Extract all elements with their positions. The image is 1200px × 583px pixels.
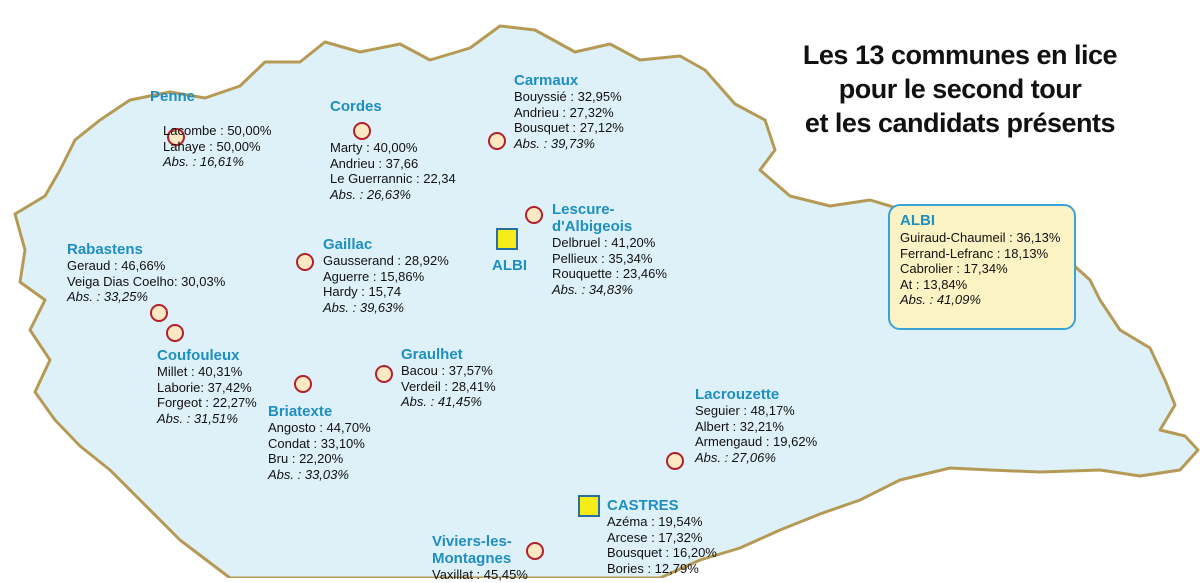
commune-name: Coufouleux bbox=[157, 347, 240, 364]
result-line: Aguerre : 15,86% bbox=[323, 268, 425, 284]
commune-name: Lacrouzette bbox=[695, 386, 780, 403]
title-line: Les 13 communes en lice bbox=[802, 40, 1118, 70]
result-line: Seguier : 48,17% bbox=[695, 403, 795, 418]
lescure-marker bbox=[525, 206, 543, 224]
result-line: Cabrolier : 17,34% bbox=[900, 261, 1008, 276]
title-line: pour le second tour bbox=[838, 74, 1082, 104]
commune-castres: CASTRES Azéma : 19,54% Arcese : 17,32% B… bbox=[607, 497, 717, 576]
result-line: Lahaye : 50,00% bbox=[163, 138, 261, 154]
abstention: Abs. : 34,83% bbox=[552, 281, 633, 297]
commune-graulhet: Graulhet Bacou : 37,57% Verdeil : 28,41%… bbox=[401, 346, 496, 410]
commune-rabastens: Rabastens Geraud : 46,66% Veiga Dias Coe… bbox=[67, 241, 225, 305]
abstention: Abs. : 33,03% bbox=[268, 466, 349, 482]
result-line: At : 13,84% bbox=[900, 276, 968, 292]
commune-name: Viviers-les- bbox=[432, 533, 512, 550]
result-line: Albert : 32,21% bbox=[695, 418, 784, 434]
result-line: Ferrand-Lefranc : 18,13% bbox=[900, 245, 1049, 261]
commune-briatexte: Briatexte Angosto : 44,70% Condat : 33,1… bbox=[268, 403, 371, 482]
commune-name: Carmaux bbox=[514, 72, 579, 89]
result-line: Hardy : 15,74 bbox=[323, 284, 402, 299]
result-line: Forgeot : 22,27% bbox=[157, 395, 257, 410]
graulhet-marker bbox=[375, 365, 393, 383]
abstention: Abs. : 41,09% bbox=[900, 292, 981, 307]
result-line: Verdeil : 28,41% bbox=[401, 378, 496, 394]
commune-penne: Penne Lacombe : 50,00% Lahaye : 50,00% A… bbox=[150, 88, 271, 170]
result-line: Vaxillat : 45,45% bbox=[432, 567, 528, 582]
result-line: Millet : 40,31% bbox=[157, 364, 243, 379]
commune-name: Graulhet bbox=[401, 346, 463, 363]
result-line: Bru : 22,20% bbox=[268, 451, 344, 466]
result-line: Laborie: 37,42% bbox=[157, 379, 252, 395]
result-line: Condat : 33,10% bbox=[268, 435, 365, 451]
commune-name: Cordes bbox=[330, 98, 382, 115]
rabastens-marker bbox=[150, 304, 168, 322]
commune-name: d'Albigeois bbox=[552, 218, 633, 235]
abstention: Abs. : 33,25% bbox=[67, 289, 148, 304]
result-line: Pellieux : 35,34% bbox=[552, 250, 653, 266]
castres-square-marker bbox=[578, 495, 600, 517]
map-title: Les 13 communes en lice pour le second t… bbox=[770, 38, 1150, 140]
result-line: Angosto : 44,70% bbox=[268, 420, 371, 435]
commune-carmaux: Carmaux Bouyssié : 32,95% Andrieu : 27,3… bbox=[514, 72, 624, 151]
penne-marker bbox=[167, 128, 185, 146]
result-line: Le Guerrannic : 22,34 bbox=[330, 171, 456, 186]
commune-name: Briatexte bbox=[268, 403, 333, 420]
albi-results-box: ALBI Guiraud-Chaumeil : 36,13% Ferrand-L… bbox=[888, 204, 1076, 330]
result-line: Veiga Dias Coelho: 30,03% bbox=[67, 273, 226, 289]
result-line: Gausserand : 28,92% bbox=[323, 253, 449, 268]
result-line: Arcese : 17,32% bbox=[607, 529, 703, 545]
abstention: Abs. : 41,45% bbox=[401, 394, 482, 409]
result-line: Andrieu : 37,66 bbox=[330, 155, 419, 171]
carmaux-marker bbox=[488, 132, 506, 150]
viviers-marker bbox=[526, 542, 544, 560]
albi-map-label: ALBI bbox=[492, 257, 527, 274]
commune-name: Lescure- bbox=[552, 201, 615, 218]
title-line: et les candidats présents bbox=[804, 108, 1116, 138]
coufouleux-marker bbox=[166, 324, 184, 342]
briatexte-marker bbox=[294, 375, 312, 393]
commune-name: Montagnes bbox=[432, 550, 512, 567]
result-line: Geraud : 46,66% bbox=[67, 258, 166, 273]
result-line: Bouyssié : 32,95% bbox=[514, 89, 622, 104]
gaillac-marker bbox=[296, 253, 314, 271]
result-line: Bousquet : 27,12% bbox=[514, 120, 624, 135]
commune-name: Penne bbox=[150, 88, 196, 105]
abstention: Abs. : 39,73% bbox=[514, 135, 595, 151]
result-line: Rouquette : 23,46% bbox=[552, 266, 667, 281]
result-line: Bories : 12,79% bbox=[607, 560, 699, 576]
commune-cordes: Cordes Marty : 40,00% Andrieu : 37,66 Le… bbox=[330, 98, 456, 202]
lacrouzette-marker bbox=[666, 452, 684, 470]
commune-lescure: Lescure- d'Albigeois Delbruel : 41,20% P… bbox=[552, 201, 667, 297]
cordes-marker bbox=[353, 122, 371, 140]
result-line: Delbruel : 41,20% bbox=[552, 235, 656, 250]
abstention: Abs. : 16,61% bbox=[163, 154, 244, 169]
commune-name: Rabastens bbox=[67, 241, 143, 258]
commune-name: CASTRES bbox=[607, 497, 679, 514]
result-line: Armengaud : 19,62% bbox=[695, 434, 818, 449]
abstention: Abs. : 27,06% bbox=[695, 449, 776, 465]
result-line: Andrieu : 27,32% bbox=[514, 104, 614, 120]
abstention: Abs. : 26,63% bbox=[330, 186, 411, 202]
commune-coufouleux: Coufouleux Millet : 40,31% Laborie: 37,4… bbox=[157, 347, 257, 426]
result-line: Lacombe : 50,00% bbox=[163, 123, 272, 138]
result-line: Azéma : 19,54% bbox=[607, 514, 703, 529]
albi-square-marker bbox=[496, 228, 518, 250]
result-line: Marty : 40,00% bbox=[330, 140, 418, 155]
abstention: Abs. : 39,63% bbox=[323, 299, 404, 315]
commune-name: Gaillac bbox=[323, 236, 373, 253]
albi-box-title: ALBI bbox=[900, 212, 935, 229]
commune-lacrouzette: Lacrouzette Seguier : 48,17% Albert : 32… bbox=[695, 386, 817, 465]
commune-viviers: Viviers-les- Montagnes Vaxillat : 45,45% bbox=[432, 533, 528, 583]
result-line: Bacou : 37,57% bbox=[401, 363, 493, 378]
result-line: Bousquet : 16,20% bbox=[607, 545, 717, 560]
commune-gaillac: Gaillac Gausserand : 28,92% Aguerre : 15… bbox=[323, 236, 449, 315]
department-shape bbox=[13, 24, 1200, 578]
abstention: Abs. : 31,51% bbox=[157, 410, 238, 426]
result-line: Guiraud-Chaumeil : 36,13% bbox=[900, 230, 1061, 245]
